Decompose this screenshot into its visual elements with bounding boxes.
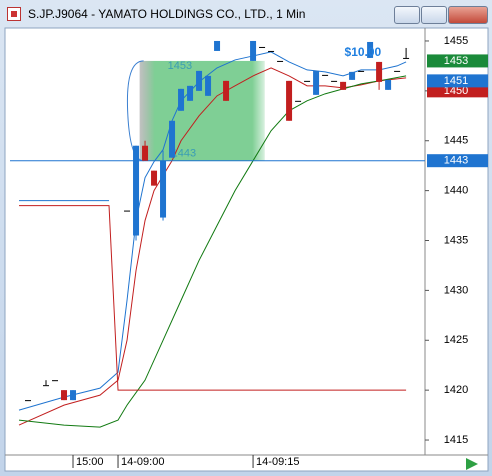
y-tick-label: 1435 bbox=[444, 234, 468, 246]
candle-body bbox=[349, 71, 356, 80]
candle-body bbox=[133, 145, 140, 236]
candle-body bbox=[178, 88, 185, 111]
candle-body bbox=[70, 390, 77, 401]
y-tick-label: 1440 bbox=[444, 185, 468, 197]
app-icon bbox=[7, 7, 21, 21]
candle-body bbox=[223, 80, 230, 101]
candle-body bbox=[340, 81, 347, 90]
price-marker-label: 1451 bbox=[444, 75, 468, 87]
candle-body bbox=[394, 70, 401, 72]
price-marker bbox=[427, 74, 488, 88]
candle-body bbox=[151, 170, 158, 186]
annotation: $10.00 bbox=[345, 45, 382, 59]
title-bar: S.JP.J9064 - YAMATO HOLDINGS CO., LTD., … bbox=[0, 0, 492, 28]
price-marker-label: 1450 bbox=[444, 85, 468, 97]
overlay-line bbox=[18, 75, 407, 428]
close-button[interactable] bbox=[448, 6, 488, 24]
candle-body bbox=[205, 75, 212, 96]
y-tick-label: 1425 bbox=[444, 334, 468, 346]
candle-body bbox=[358, 70, 365, 72]
overlay-line bbox=[18, 51, 407, 411]
candle-body bbox=[331, 80, 338, 82]
candle-body bbox=[250, 40, 257, 61]
candle-body bbox=[160, 160, 167, 218]
candle-body bbox=[322, 74, 329, 76]
candle-body bbox=[142, 145, 149, 161]
candle-body bbox=[277, 60, 284, 62]
candle-body bbox=[259, 46, 266, 48]
range-top-label: 1453 bbox=[168, 60, 192, 72]
x-tick-label: 14-09:15 bbox=[256, 456, 299, 468]
window-title: S.JP.J9064 - YAMATO HOLDINGS CO., LTD., … bbox=[28, 7, 306, 21]
candle-body bbox=[187, 85, 194, 101]
y-tick-label: 1415 bbox=[444, 434, 468, 446]
x-tick-label: 15:00 bbox=[76, 456, 104, 468]
minimize-button[interactable] bbox=[394, 6, 420, 24]
candle-body bbox=[268, 50, 275, 52]
x-tick-label: 14-09:00 bbox=[121, 456, 164, 468]
candle-body bbox=[25, 400, 32, 402]
candle-body bbox=[52, 380, 59, 382]
candle-body bbox=[313, 70, 320, 95]
y-tick-label: 1420 bbox=[444, 384, 468, 396]
price-marker bbox=[427, 154, 488, 168]
candle-body bbox=[61, 390, 68, 401]
candle-body bbox=[214, 40, 221, 51]
candle-body bbox=[367, 41, 374, 58]
range-bottom-label: 1443 bbox=[172, 148, 196, 160]
y-tick-label: 1445 bbox=[444, 135, 468, 147]
candle-body bbox=[43, 385, 50, 387]
price-marker bbox=[427, 54, 488, 68]
candle-body bbox=[196, 70, 203, 91]
price-marker-label: 1443 bbox=[444, 155, 468, 167]
candle-body bbox=[124, 210, 131, 212]
candle-body bbox=[286, 80, 293, 121]
maximize-button[interactable] bbox=[421, 6, 447, 24]
candle-body bbox=[295, 100, 302, 102]
y-tick-label: 1455 bbox=[444, 35, 468, 47]
scroll-arrow[interactable] bbox=[466, 458, 478, 470]
overlay-line bbox=[19, 205, 407, 391]
price-marker-label: 1453 bbox=[444, 55, 468, 67]
candle-body bbox=[304, 80, 311, 82]
range-box bbox=[139, 60, 265, 161]
candle-body bbox=[403, 57, 410, 59]
candle-body bbox=[385, 79, 392, 90]
overlay-line bbox=[18, 67, 407, 426]
plot-area: 1453 1443 bbox=[10, 40, 425, 428]
candle-body bbox=[169, 120, 176, 158]
y-tick-label: 1430 bbox=[444, 284, 468, 296]
candle-body bbox=[376, 61, 383, 82]
price-marker bbox=[427, 84, 488, 98]
